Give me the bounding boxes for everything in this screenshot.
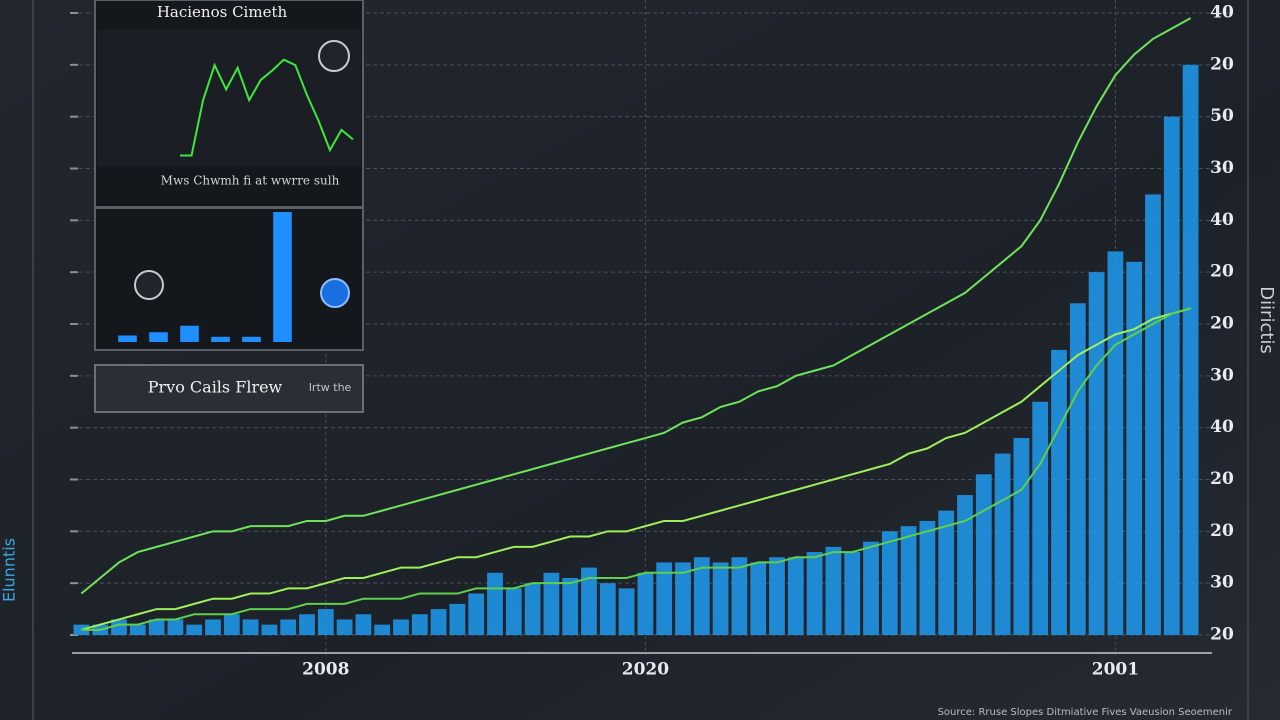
bar xyxy=(1163,116,1180,635)
line xyxy=(81,307,1191,631)
bar xyxy=(242,619,259,635)
icon xyxy=(134,270,164,300)
bar xyxy=(1013,438,1030,635)
bar xyxy=(261,624,278,635)
bar xyxy=(211,336,230,342)
bar xyxy=(393,619,409,635)
bar xyxy=(1145,194,1161,635)
bar xyxy=(1088,272,1105,635)
bar xyxy=(242,336,261,342)
bar xyxy=(863,541,879,635)
inset-title: Hacienos Cimeth xyxy=(157,3,288,21)
y-tick-label: 40 xyxy=(1210,210,1234,230)
bar xyxy=(825,546,842,635)
bar xyxy=(543,572,560,635)
bar xyxy=(317,609,334,635)
inset-plot xyxy=(97,30,361,166)
bar xyxy=(336,619,353,635)
bar xyxy=(1032,401,1049,635)
y-tick-label: 40 xyxy=(1210,417,1234,437)
bar xyxy=(975,474,992,635)
bar xyxy=(487,572,503,635)
line xyxy=(81,307,1191,631)
bar xyxy=(938,510,955,635)
bar xyxy=(844,552,861,635)
bar xyxy=(411,614,428,635)
bar xyxy=(205,619,221,635)
bar xyxy=(881,531,898,635)
bar xyxy=(299,614,315,635)
y-tick-label: 30 xyxy=(1210,158,1234,178)
x-tick-label: 2008 xyxy=(302,660,349,680)
bar xyxy=(750,562,767,635)
bar xyxy=(524,583,541,635)
x-tick-label: 2001 xyxy=(1092,660,1139,680)
bar xyxy=(273,212,292,342)
bar xyxy=(73,624,90,635)
bar xyxy=(355,614,372,635)
bar xyxy=(1051,349,1067,635)
inset-title: Prvo Cails Flrew xyxy=(148,378,283,397)
bar xyxy=(957,495,973,635)
bar xyxy=(1182,64,1199,636)
bar xyxy=(900,526,917,635)
bar xyxy=(468,593,485,635)
icon xyxy=(318,40,350,72)
bar xyxy=(769,557,785,635)
inset-panel xyxy=(94,364,364,413)
bar xyxy=(675,562,691,635)
bar xyxy=(505,588,522,635)
bar xyxy=(618,588,635,635)
bar xyxy=(919,520,936,635)
bar xyxy=(167,619,184,635)
left-label: Elunntis xyxy=(0,538,19,602)
bar xyxy=(129,624,146,635)
inset-subtitle: Irtw the xyxy=(309,381,352,394)
y-axis-label: Diirictis xyxy=(1256,286,1277,354)
bar xyxy=(994,453,1011,635)
bar xyxy=(712,562,729,635)
bar xyxy=(1126,261,1143,635)
icon xyxy=(320,278,350,308)
x-tick-label: 2020 xyxy=(622,660,669,680)
y-tick-label: 40 xyxy=(1210,3,1234,23)
bar xyxy=(180,325,199,342)
bar xyxy=(186,624,203,635)
bar xyxy=(223,614,240,635)
bar xyxy=(656,562,673,635)
bar xyxy=(149,332,168,342)
footnote: Source: Rruse Slopes Ditmiative Fives Va… xyxy=(938,707,1233,718)
bar xyxy=(787,557,804,635)
y-tick-label: 50 xyxy=(1210,106,1234,126)
bar xyxy=(693,557,710,635)
bar xyxy=(562,577,579,635)
y-tick-label: 20 xyxy=(1210,625,1234,645)
bar xyxy=(599,583,616,635)
y-tick-label: 20 xyxy=(1210,521,1234,541)
y-tick-label: 30 xyxy=(1210,365,1234,385)
bar xyxy=(449,603,466,635)
bar xyxy=(374,624,391,635)
inset-panel xyxy=(94,207,364,351)
y-tick-label: 30 xyxy=(1210,573,1234,593)
line xyxy=(80,17,1192,595)
bar xyxy=(280,619,297,635)
bar xyxy=(111,619,127,635)
y-tick-label: 20 xyxy=(1210,262,1234,282)
bar xyxy=(148,619,165,635)
y-tick-label: 20 xyxy=(1210,469,1234,489)
y-tick-label: 20 xyxy=(1210,314,1234,334)
bar xyxy=(581,567,597,635)
line xyxy=(180,58,354,157)
bar xyxy=(731,557,748,635)
inset-subtitle: Mws Chwmh fi at wwrre sulh xyxy=(161,174,340,188)
bar xyxy=(118,335,137,342)
bar xyxy=(1107,251,1124,635)
bar xyxy=(430,609,447,635)
bar xyxy=(806,552,823,635)
y-tick-label: 20 xyxy=(1210,54,1234,74)
bar xyxy=(637,572,654,635)
